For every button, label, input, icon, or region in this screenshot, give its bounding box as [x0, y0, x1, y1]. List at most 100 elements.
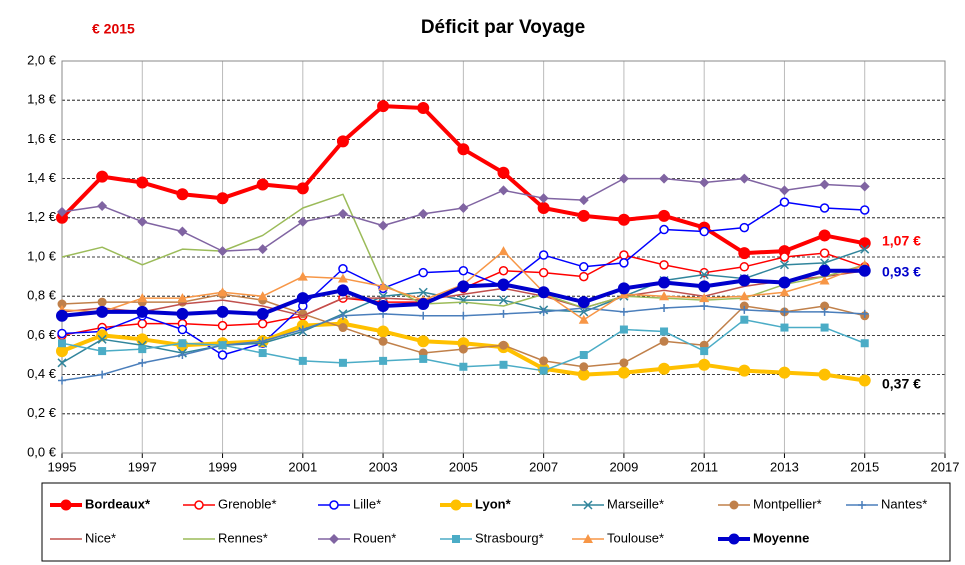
marker: [499, 360, 508, 369]
y-tick-label: 0,6 €: [27, 327, 57, 342]
marker: [136, 333, 149, 346]
x-tick-label: 1999: [208, 459, 237, 474]
marker: [739, 222, 750, 233]
marker: [659, 336, 669, 346]
marker: [138, 345, 147, 354]
y-tick-label: 1,4 €: [27, 170, 57, 185]
legend-marker: [194, 500, 204, 510]
x-tick-label: 2007: [529, 459, 558, 474]
marker: [57, 328, 67, 339]
marker: [618, 173, 629, 184]
marker: [537, 286, 550, 299]
marker: [338, 323, 348, 333]
marker: [779, 197, 790, 207]
marker: [379, 356, 388, 365]
marker: [539, 307, 548, 316]
legend-label: Nice*: [85, 530, 116, 545]
marker: [337, 273, 348, 283]
marker: [619, 358, 629, 368]
marker: [297, 271, 308, 281]
marker: [658, 276, 671, 289]
marker: [419, 311, 428, 320]
legend-marker: [858, 501, 866, 509]
marker: [57, 206, 67, 217]
marker: [660, 303, 669, 312]
marker: [818, 229, 831, 242]
marker: [818, 264, 831, 277]
marker: [296, 292, 309, 305]
legend-marker: [583, 534, 593, 543]
marker: [577, 209, 590, 222]
marker: [297, 216, 308, 227]
annotation: 1,07 €: [882, 233, 921, 249]
marker: [497, 166, 510, 179]
marker: [378, 220, 389, 231]
marker: [698, 280, 711, 293]
marker: [740, 315, 749, 324]
marker: [699, 293, 710, 303]
marker: [417, 298, 430, 311]
legend-marker: [329, 534, 339, 544]
legend-marker: [452, 535, 460, 543]
x-tick-label: 2003: [369, 459, 398, 474]
y-tick-label: 0,8 €: [27, 288, 57, 303]
x-tick-label: 2015: [850, 459, 879, 474]
marker: [860, 309, 869, 318]
marker: [579, 271, 589, 282]
marker: [699, 177, 710, 188]
marker: [217, 350, 228, 360]
marker: [499, 309, 508, 318]
marker: [617, 366, 630, 379]
chart-title: Déficit par Voyage: [421, 17, 585, 38]
marker: [137, 293, 148, 303]
legend-marker: [729, 500, 739, 510]
marker: [336, 284, 349, 297]
marker: [538, 267, 549, 278]
x-tick-label: 2011: [690, 459, 718, 474]
marker: [417, 102, 430, 115]
x-tick-label: 2001: [288, 459, 317, 474]
marker: [136, 305, 149, 318]
marker: [177, 324, 188, 335]
marker: [578, 195, 589, 206]
marker: [177, 226, 188, 237]
marker: [660, 327, 669, 336]
legend-marker: [728, 533, 740, 545]
marker: [378, 281, 389, 291]
marker: [537, 202, 550, 214]
marker: [699, 226, 709, 237]
marker: [658, 209, 671, 222]
legend-label: Rennes*: [218, 530, 268, 545]
legend-marker: [60, 499, 72, 511]
marker: [338, 264, 348, 274]
legend-marker: [329, 500, 339, 510]
marker: [377, 300, 390, 312]
marker: [617, 282, 630, 295]
series-line: [61, 193, 865, 309]
annotation: 0,37 €: [882, 376, 921, 392]
annotation: € 2015: [92, 21, 135, 37]
marker: [780, 323, 789, 332]
marker: [819, 179, 830, 190]
legend-label: Marseille*: [607, 496, 664, 511]
marker: [539, 356, 549, 366]
marker: [579, 262, 589, 272]
marker: [419, 354, 428, 363]
marker: [740, 305, 749, 314]
series-line: [61, 269, 865, 317]
marker: [779, 260, 789, 270]
marker: [417, 335, 430, 348]
marker: [176, 307, 189, 320]
y-tick-label: 1,2 €: [27, 209, 57, 224]
marker: [778, 276, 791, 289]
marker: [337, 208, 348, 219]
marker: [217, 287, 228, 297]
marker: [377, 100, 390, 113]
marker: [498, 265, 509, 276]
marker: [577, 296, 590, 309]
marker: [338, 311, 347, 320]
marker: [860, 339, 869, 348]
marker: [739, 291, 750, 301]
marker: [98, 347, 107, 356]
marker: [96, 305, 109, 318]
